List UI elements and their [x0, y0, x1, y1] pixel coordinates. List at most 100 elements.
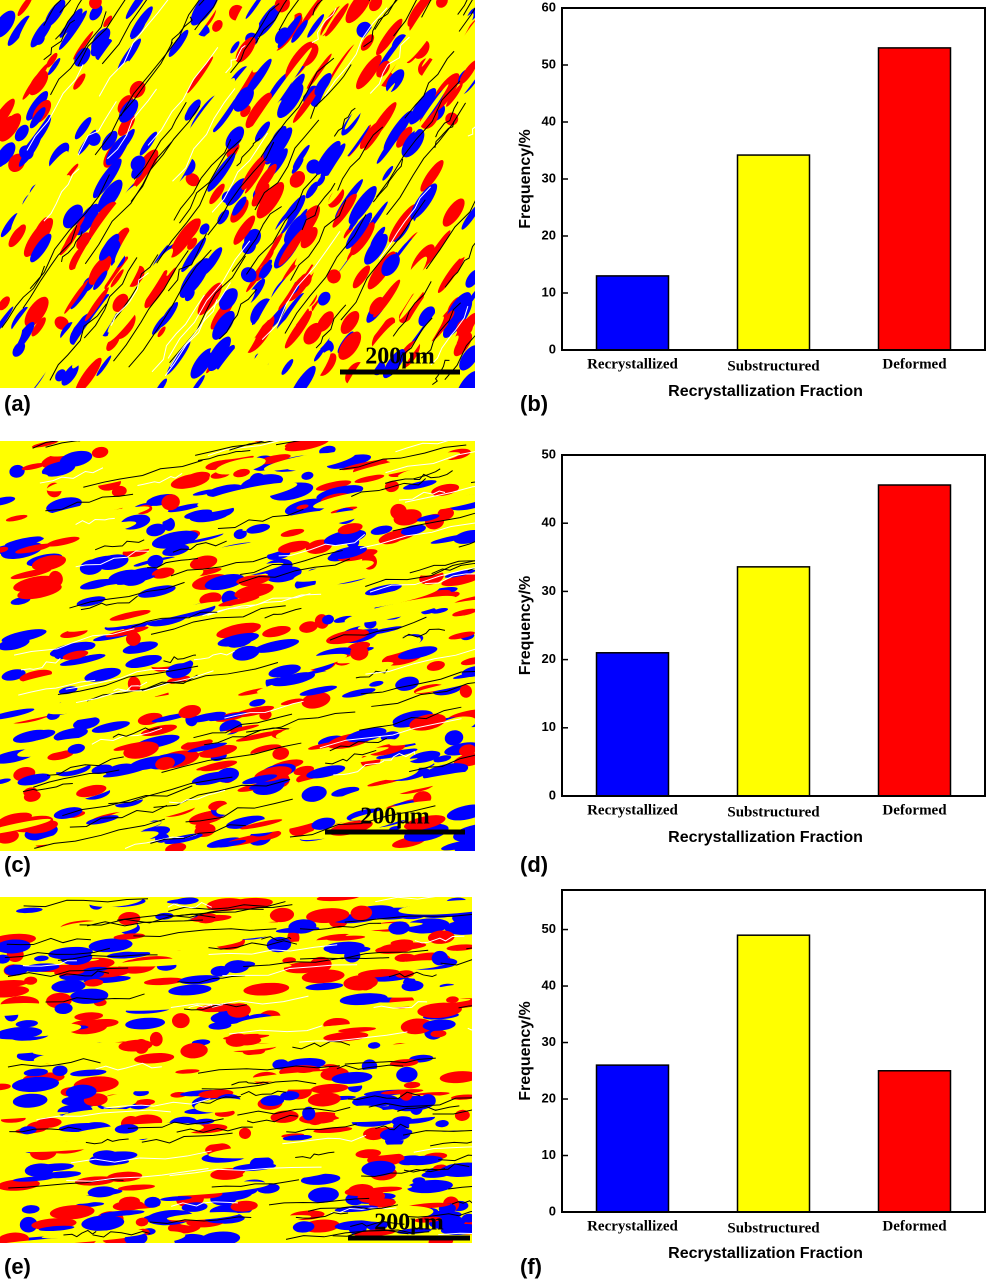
grain-boundary — [218, 289, 258, 340]
grain — [114, 149, 195, 263]
grain-boundary — [20, 657, 61, 671]
y-axis-title: Frequency/% — [517, 1001, 534, 1101]
grain-boundary — [62, 785, 193, 817]
grain — [242, 774, 278, 785]
grain-boundary — [207, 141, 275, 236]
grain — [206, 484, 243, 497]
grain — [369, 296, 384, 315]
grain — [93, 270, 108, 290]
grain — [88, 255, 112, 285]
grain — [159, 301, 179, 328]
grain-boundary — [156, 147, 239, 264]
y-tick-label: 10 — [542, 284, 556, 299]
x-axis-title: Recrystallization Fraction — [668, 1245, 863, 1262]
grain — [0, 939, 31, 954]
grain — [73, 716, 100, 730]
grain — [42, 157, 103, 243]
grain — [248, 964, 292, 970]
grain — [146, 34, 200, 109]
x-tick-label: Substructured — [727, 804, 820, 820]
grain-boundary — [240, 549, 343, 576]
grain-boundary — [409, 754, 475, 773]
grain-boundary — [94, 42, 173, 156]
grain-boundary — [329, 616, 427, 641]
grain — [87, 1186, 116, 1198]
grain — [301, 969, 345, 984]
grain-boundary — [432, 1109, 472, 1115]
grain-boundary — [289, 805, 436, 838]
grain — [6, 473, 49, 488]
grain — [448, 631, 475, 640]
grain — [33, 494, 153, 523]
grain — [446, 83, 463, 107]
grain — [425, 230, 451, 266]
grain-boundary — [147, 47, 219, 146]
grain — [175, 1069, 200, 1074]
grain — [376, 128, 402, 164]
bar — [877, 484, 952, 797]
grain — [341, 452, 461, 480]
grain — [23, 790, 41, 802]
grain — [316, 175, 326, 186]
grain — [244, 166, 264, 194]
grain-boundary — [207, 593, 322, 616]
grain — [24, 976, 38, 985]
grain — [168, 55, 201, 102]
grain — [344, 595, 456, 624]
grain — [453, 823, 475, 842]
grain — [330, 545, 367, 560]
grain — [398, 646, 438, 660]
grain — [51, 979, 86, 993]
grain — [343, 974, 378, 991]
grain — [271, 672, 316, 687]
grain — [160, 1196, 192, 1201]
grain — [461, 286, 475, 313]
grain — [46, 536, 80, 547]
grain — [232, 645, 260, 661]
y-tick-label: 20 — [542, 651, 556, 666]
grain — [195, 821, 211, 831]
grain — [134, 959, 194, 967]
grain — [187, 742, 228, 753]
grain — [125, 1017, 166, 1030]
grain — [168, 984, 212, 996]
grain — [399, 1158, 419, 1166]
y-tick-label: 50 — [542, 446, 556, 461]
grain-boundary — [372, 158, 404, 203]
grain — [239, 1146, 334, 1158]
grain — [269, 907, 295, 923]
panel-label: (e) — [4, 1254, 31, 1279]
panel-label: (a) — [4, 391, 31, 416]
grain-boundary — [311, 7, 337, 44]
grain-boundary — [246, 1114, 298, 1124]
grain — [204, 574, 245, 591]
grain — [175, 897, 199, 905]
grain — [73, 73, 86, 90]
grain-boundary — [66, 1167, 209, 1182]
grain — [376, 60, 391, 78]
grain-boundary — [286, 1123, 357, 1133]
grain — [74, 1012, 104, 1021]
grain — [301, 471, 314, 480]
grain-boundary — [421, 0, 432, 18]
panel-label: (b) — [520, 391, 548, 416]
grain-boundary — [150, 605, 286, 635]
grain — [320, 143, 346, 179]
grain-boundary — [405, 1210, 472, 1218]
grain-boundary — [284, 214, 367, 334]
grain — [0, 906, 28, 922]
grain — [91, 27, 111, 52]
grain — [41, 831, 159, 851]
grain — [249, 698, 266, 707]
grain — [426, 660, 445, 671]
grain — [435, 1120, 449, 1128]
grain — [29, 441, 136, 457]
grain — [148, 30, 215, 124]
grain — [459, 744, 475, 757]
grain — [46, 52, 58, 68]
grain-boundary — [75, 550, 149, 568]
grain-boundary — [278, 533, 366, 557]
grain-boundary — [324, 7, 388, 97]
grain — [331, 786, 360, 797]
grain — [370, 226, 386, 248]
